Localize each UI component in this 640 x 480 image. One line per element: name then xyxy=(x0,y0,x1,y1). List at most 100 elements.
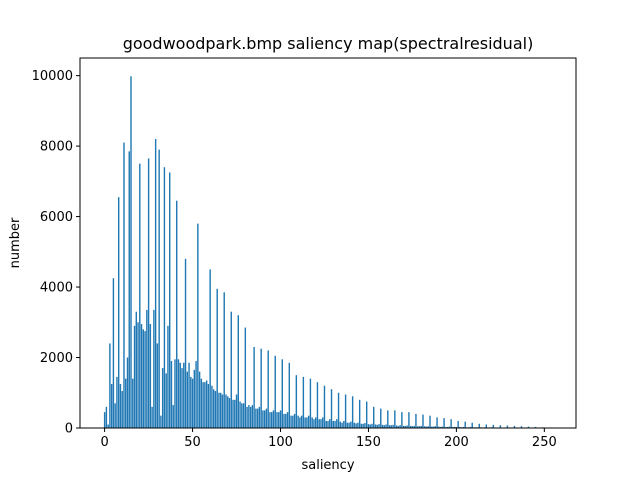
histogram-bar xyxy=(388,425,391,428)
histogram-bar xyxy=(109,343,111,428)
histogram-bar xyxy=(176,200,178,428)
x-ticks: 0 50 100 150 200 250 xyxy=(100,428,557,450)
histogram-bar xyxy=(125,378,127,428)
x-tick-label: 50 xyxy=(184,435,201,450)
x-tick-label: 250 xyxy=(532,435,557,450)
y-ticks: 0 2000 4000 6000 8000 10000 xyxy=(32,69,80,437)
histogram-bar xyxy=(336,419,338,428)
histogram-bar xyxy=(285,413,287,428)
histogram-bar xyxy=(151,406,153,428)
histogram-bar xyxy=(237,315,239,428)
histogram-bar xyxy=(438,426,440,428)
histogram-bar xyxy=(283,413,285,428)
histogram-bar xyxy=(227,396,229,428)
histogram-bar xyxy=(249,406,252,428)
histogram-bar xyxy=(360,423,363,428)
histogram-bar xyxy=(397,425,400,428)
histogram-bar xyxy=(408,412,410,428)
histogram-bar xyxy=(239,401,241,428)
histogram-bar xyxy=(378,424,380,428)
histogram-bar xyxy=(520,426,523,428)
histogram-bar xyxy=(341,422,343,428)
histogram-bar xyxy=(306,417,308,428)
histogram-bar xyxy=(234,399,236,428)
histogram-bar xyxy=(263,410,266,428)
y-tick-label: 8000 xyxy=(40,140,73,155)
histogram-bar xyxy=(103,412,106,428)
histogram-bar xyxy=(406,425,408,428)
histogram-bar xyxy=(422,414,424,428)
histogram-bar xyxy=(297,415,299,428)
histogram-bar xyxy=(434,426,436,428)
histogram-bar xyxy=(453,426,456,428)
histogram-bar xyxy=(191,378,194,428)
histogram-bar xyxy=(207,383,210,428)
histogram-bar xyxy=(330,389,333,428)
histogram-bar xyxy=(221,394,224,428)
histogram-bar xyxy=(362,423,364,428)
histogram-bar xyxy=(174,359,176,428)
histogram-bar xyxy=(267,350,269,428)
histogram-bar xyxy=(432,426,435,428)
histogram-bar xyxy=(485,424,487,428)
histogram-bar xyxy=(441,426,444,428)
histogram-bar xyxy=(172,405,174,428)
histogram-bar xyxy=(373,406,375,428)
histogram-bar xyxy=(358,399,361,428)
histogram-bar xyxy=(169,172,171,428)
histogram-bar xyxy=(130,76,132,428)
histogram-bar xyxy=(135,311,137,428)
histogram-bar xyxy=(402,425,405,428)
histogram-bar xyxy=(242,403,245,428)
histogram-bar xyxy=(274,355,276,428)
histogram-bar xyxy=(374,424,377,428)
histogram-bar xyxy=(365,401,368,428)
histogram-bar xyxy=(415,413,417,428)
histogram-bar xyxy=(146,309,148,428)
histogram-bar xyxy=(126,357,129,428)
histogram-bar xyxy=(281,359,283,428)
y-tick-label: 0 xyxy=(65,422,73,437)
histogram-bar xyxy=(220,392,222,428)
histogram-bar xyxy=(431,426,433,428)
histogram-bar xyxy=(385,424,387,428)
histogram-bar xyxy=(119,383,122,428)
histogram-bar xyxy=(202,382,204,428)
histogram-bar xyxy=(443,418,445,428)
histogram-bar xyxy=(255,408,257,428)
histogram-bar xyxy=(117,197,120,428)
histogram-bar xyxy=(307,415,310,428)
histogram-bar xyxy=(116,376,118,428)
histogram-bar xyxy=(332,420,334,428)
histogram-bar xyxy=(123,142,125,428)
x-axis-label: saliency xyxy=(301,458,354,473)
histogram-bar xyxy=(429,415,431,428)
histogram-bar xyxy=(265,408,268,428)
histogram-bar xyxy=(262,410,264,428)
histogram-bar xyxy=(394,410,396,428)
histogram-bar xyxy=(464,421,466,428)
histogram-bar xyxy=(246,406,248,428)
histogram-bar xyxy=(107,424,109,428)
histogram-bar xyxy=(212,389,215,428)
histogram-bar xyxy=(409,425,412,428)
histogram-bar xyxy=(350,421,352,428)
histogram-bar xyxy=(193,369,196,428)
histogram-bar xyxy=(364,423,366,428)
histogram-bar xyxy=(216,288,218,428)
histogram-bar xyxy=(260,348,262,428)
histogram-bar xyxy=(114,403,116,428)
histogram-bar xyxy=(424,426,426,428)
histogram-bar xyxy=(184,258,187,428)
histogram-bar xyxy=(251,405,254,428)
histogram-bar xyxy=(209,269,211,428)
histogram-bar xyxy=(313,419,315,428)
histogram-bar xyxy=(200,378,203,428)
histogram-bar xyxy=(121,391,123,428)
histogram-bar xyxy=(288,362,291,428)
histogram-bar xyxy=(156,343,159,428)
histogram-bar xyxy=(334,420,336,428)
histogram-bar xyxy=(371,423,373,428)
